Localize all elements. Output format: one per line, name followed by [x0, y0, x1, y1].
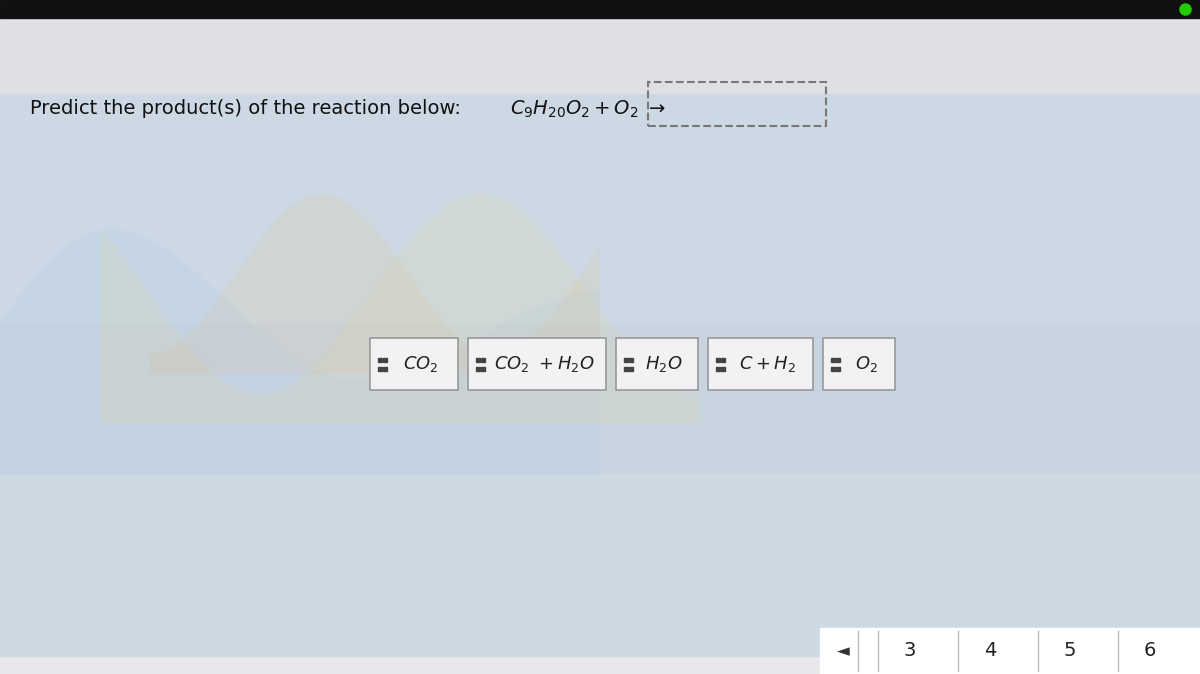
FancyBboxPatch shape: [708, 338, 814, 390]
Text: 4: 4: [984, 642, 996, 661]
Text: Predict the product(s) of the reaction below:: Predict the product(s) of the reaction b…: [30, 100, 467, 119]
Polygon shape: [0, 229, 600, 474]
Bar: [0, 0, 1200, 94]
Text: 5: 5: [1063, 642, 1076, 661]
Text: $C_9H_{20}O_2 + O_2\ \rightarrow$: $C_9H_{20}O_2 + O_2\ \rightarrow$: [510, 98, 666, 120]
Text: $C + H_2$: $C + H_2$: [739, 354, 796, 374]
Bar: [0, 474, 1200, 656]
Bar: [0, 94, 1200, 324]
Bar: [0, 324, 1200, 474]
Text: $O_2$: $O_2$: [854, 354, 877, 374]
FancyBboxPatch shape: [370, 338, 458, 390]
Text: $CO_2$: $CO_2$: [403, 354, 439, 374]
Bar: [0, 0, 1200, 18]
Text: 3: 3: [904, 642, 916, 661]
Bar: [820, 628, 1200, 674]
Polygon shape: [150, 194, 600, 374]
Polygon shape: [100, 194, 700, 424]
FancyBboxPatch shape: [468, 338, 606, 390]
FancyBboxPatch shape: [823, 338, 895, 390]
FancyBboxPatch shape: [616, 338, 698, 390]
Text: 6: 6: [1144, 642, 1156, 661]
Text: ◄: ◄: [836, 642, 850, 660]
Text: $H_2O$: $H_2O$: [646, 354, 683, 374]
Text: $CO_2\ +H_2O$: $CO_2\ +H_2O$: [493, 354, 594, 374]
